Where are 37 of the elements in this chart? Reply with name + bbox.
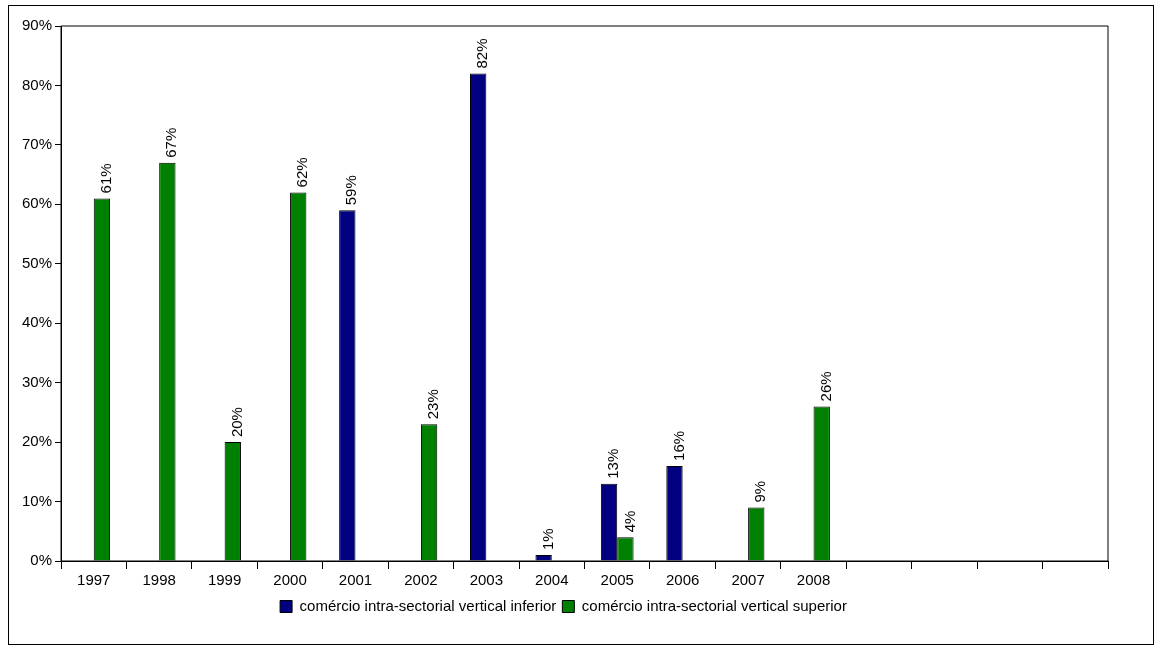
data-label: 26% — [816, 371, 834, 402]
x-tick-label: 2007 — [731, 571, 765, 589]
data-label: 20% — [227, 407, 245, 438]
y-tick-label: 90% — [21, 16, 53, 34]
data-label: 1% — [538, 528, 556, 551]
legend-label: comércio intra-sectorial vertical superior — [581, 596, 847, 614]
y-tick-label: 70% — [21, 135, 53, 153]
x-tick-label: 2004 — [535, 571, 569, 589]
data-label: 16% — [669, 430, 687, 461]
x-tick-label: 2002 — [404, 571, 438, 589]
y-tick-label: 60% — [21, 194, 53, 212]
x-tick-label: 1997 — [77, 571, 111, 589]
y-tick-label: 0% — [30, 551, 53, 569]
x-tick-label: 2008 — [796, 571, 831, 589]
y-tick-label: 50% — [21, 253, 53, 271]
x-tick-label: 2001 — [338, 571, 373, 589]
data-label: 9% — [751, 480, 769, 503]
y-tick-label: 80% — [21, 75, 53, 93]
x-tick-label: 2003 — [469, 571, 504, 589]
y-tick-label: 10% — [21, 491, 53, 509]
x-tick-label: 2005 — [600, 571, 634, 589]
data-label: 59% — [342, 175, 360, 206]
y-tick-label: 30% — [21, 372, 53, 390]
y-tick-label: 20% — [21, 432, 53, 450]
x-tick-label: 1998 — [142, 571, 176, 589]
data-label: 23% — [424, 389, 442, 420]
x-tick-label: 2006 — [665, 571, 700, 589]
data-label: 61% — [97, 163, 115, 194]
x-tick-label: 2000 — [273, 571, 307, 589]
x-tick-label: 1999 — [207, 571, 242, 589]
data-label: 13% — [604, 448, 622, 479]
data-label: 62% — [293, 157, 311, 188]
y-tick-label: 40% — [21, 313, 53, 331]
data-label: 67% — [162, 127, 180, 158]
legend-label: comércio intra-sectorial vertical inferior — [299, 596, 557, 614]
data-label: 82% — [473, 38, 491, 69]
data-label: 4% — [620, 510, 638, 533]
